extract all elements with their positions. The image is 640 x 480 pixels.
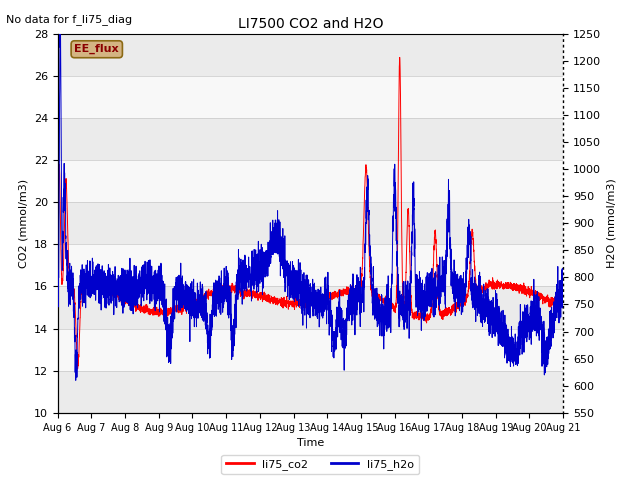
Text: No data for f_li75_diag: No data for f_li75_diag <box>6 14 132 25</box>
Bar <box>58 34 563 76</box>
X-axis label: Time: Time <box>297 438 324 448</box>
Title: LI7500 CO2 and H2O: LI7500 CO2 and H2O <box>237 17 383 31</box>
Bar <box>58 118 563 160</box>
Bar <box>58 202 563 244</box>
Text: EE_flux: EE_flux <box>74 44 119 54</box>
Bar <box>58 244 563 287</box>
Bar <box>58 76 563 118</box>
Y-axis label: H2O (mmol/m3): H2O (mmol/m3) <box>607 179 616 268</box>
Y-axis label: CO2 (mmol/m3): CO2 (mmol/m3) <box>18 179 28 268</box>
Bar <box>58 371 563 413</box>
Bar <box>58 160 563 202</box>
Bar <box>58 328 563 371</box>
Bar <box>58 287 563 328</box>
Legend: li75_co2, li75_h2o: li75_co2, li75_h2o <box>221 455 419 474</box>
